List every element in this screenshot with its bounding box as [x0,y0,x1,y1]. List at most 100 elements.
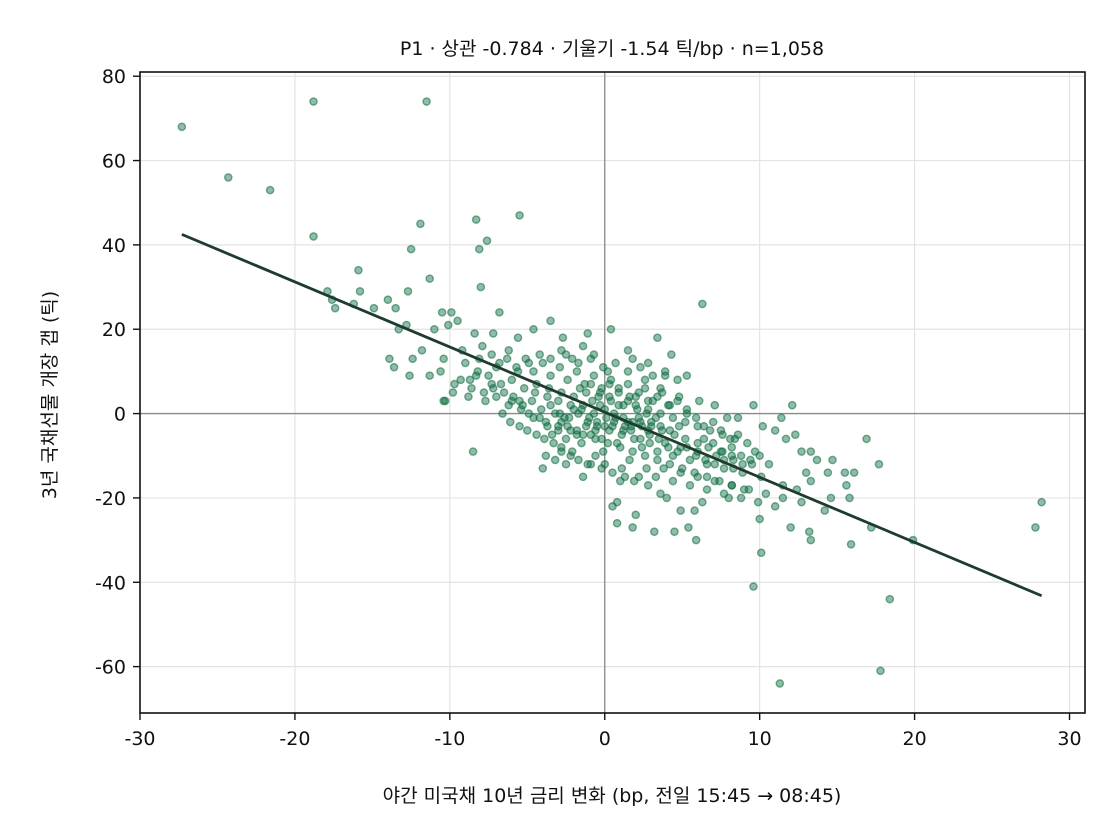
scatter-point [496,379,506,389]
scatter-point [443,320,453,330]
scatter-point [572,430,582,439]
scatter-point [786,523,795,532]
scatter-point [691,535,701,545]
scatter-point [439,396,448,406]
scatter-point [479,388,489,397]
scatter-point [478,341,487,351]
scatter-point [481,396,490,406]
scatter-point [425,274,434,283]
scatter-point [515,211,524,220]
scatter-point [470,329,479,338]
scatter-point [487,350,496,359]
scatter-point [561,459,571,469]
scatter-point [656,409,665,418]
scatter-point [670,527,679,536]
scatter-point [842,480,851,490]
chart-title: P1 · 상관 -0.784 · 기울기 -1.54 틱/bp · n=1,05… [400,38,824,60]
scatter-point [643,405,653,414]
scatter-point [453,316,462,326]
scatter-point [625,392,634,402]
scatter-point [645,438,654,448]
scatter-point [636,434,645,444]
scatter-point [653,455,662,465]
scatter-point [619,426,628,435]
scatter-point [502,354,512,364]
scatter-point [546,371,555,380]
scatter-point [354,265,363,275]
scatter-point [653,447,662,456]
scatter-point [355,286,365,296]
scatter-point [659,464,668,473]
scatter-point [806,476,816,486]
scatter-point [684,523,693,532]
scatter-point [804,527,814,536]
scatter-point [567,354,577,364]
scatter-point [694,396,704,406]
scatter-point [592,417,602,427]
scatter-point [563,375,572,385]
scatter-point [710,400,720,410]
scatter-point [450,379,459,389]
scatter-point [744,485,754,494]
scatter-point [846,540,856,549]
scatter-point [738,459,747,469]
scatter-point [651,472,661,482]
scatter-point [708,438,718,448]
scatter-point [498,409,507,418]
scatter-point [465,375,475,385]
scatter-point [495,308,504,317]
scatter-point [749,582,758,591]
scatter-point [546,354,555,364]
scatter-point [642,464,651,473]
scatter-point [464,392,473,402]
scatter-point [770,502,780,511]
scatter-point [673,375,682,385]
scatter-point [665,459,675,469]
scatter-point [224,173,233,182]
scatter-point [583,329,593,338]
scatter-point [693,438,703,448]
axis-ticks: -30 -20 -10 0 10 20 30 -60 -40 -20 0 20 40 60 80 [95,66,1082,750]
scatter-point [631,510,641,520]
scatter-point [636,362,645,372]
scatter-point [755,514,764,524]
scatter-point [628,354,637,364]
scatter-point [538,464,548,473]
x-tick-label: -10 [434,728,465,750]
scatter-point [620,472,630,482]
scatter-point [718,447,727,456]
scatter-point [439,354,448,364]
scatter-point [530,388,540,397]
scatter-point [722,413,732,423]
scatter-point [746,455,755,465]
scatter-point [702,485,712,494]
scatter-point [574,409,583,418]
scatter-point [578,341,588,351]
scatter-points [177,97,1046,688]
scatter-point [383,295,393,305]
scatter-point [403,286,413,296]
scatter-point [681,434,690,444]
y-tick-label: -20 [95,488,126,510]
scatter-point [640,375,650,385]
scatter-point [547,430,557,439]
scatter-point [461,358,470,368]
scatter-point [553,396,563,406]
scatter-point [516,405,526,414]
scatter-point [578,430,588,439]
scatter-point [557,346,566,355]
scatter-point [876,666,885,676]
scatter-point [536,405,546,414]
scatter-point [600,421,610,431]
scatter-point [603,438,613,448]
scatter-point [546,400,555,410]
scatter-point [640,383,650,393]
x-tick-label: 10 [748,728,772,750]
scatter-point [309,232,318,241]
scatter-point [758,421,768,431]
scatter-point [640,451,650,461]
scatter-point [702,472,712,482]
scatter-point [577,438,586,448]
scatter-point [612,497,622,507]
